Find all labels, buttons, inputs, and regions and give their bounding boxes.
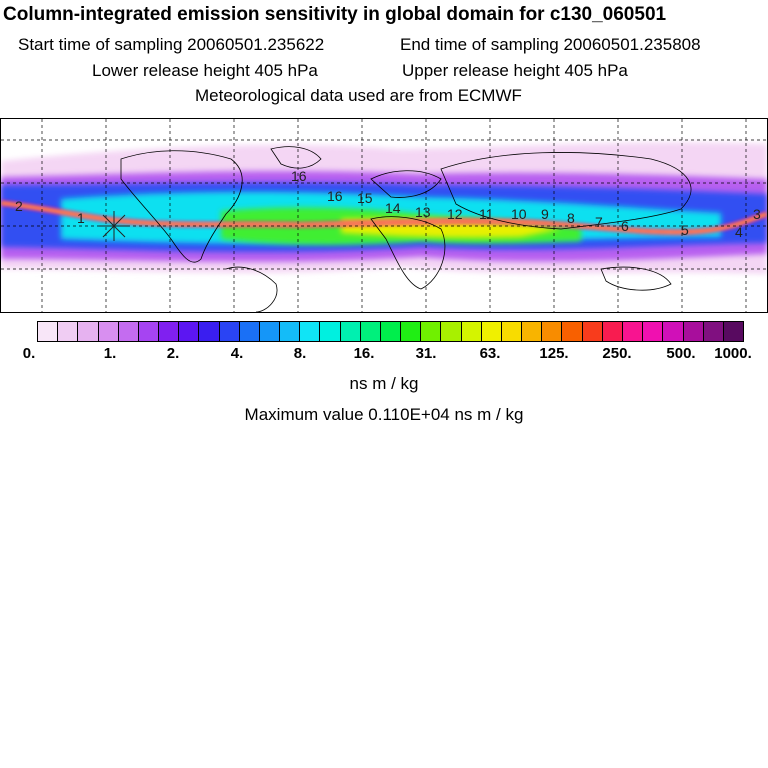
colorbar-tick-label: 31. [415,345,437,362]
track-time-label: 6 [621,218,629,234]
colorbar-segment [78,322,99,341]
track-time-label: 16 [291,168,307,184]
colorbar-segment [300,322,321,341]
colorbar-segment [421,322,442,341]
colorbar-segment [622,322,644,341]
track-time-label: 4 [735,224,743,240]
colorbar-segment [562,322,583,341]
colorbar-segment [320,322,341,341]
colorbar-tick-label: 16. [353,345,375,362]
colorbar-segment [38,322,59,341]
track-time-label: 2 [15,198,23,214]
colorbar-segment [582,322,603,341]
colorbar-ticks: 0. 1. 2. 4. 8. 16. 31. 63. 125. 250. 500. 1000. [0,345,768,367]
colorbar-segment [179,322,200,341]
colorbar-segment [118,322,139,341]
colorbar-segment [138,322,160,341]
colorbar-segment [703,322,724,341]
colorbar-segment [259,322,281,341]
colorbar-tick-label: 125. [539,345,569,362]
track-time-label: 9 [541,206,549,222]
colorbar-tick-label: 8. [293,345,307,362]
colorbar-segment [401,322,422,341]
colorbar-segment [380,322,402,341]
colorbar-segment [159,322,180,341]
colorbar [37,321,744,342]
colorbar-segment [522,322,543,341]
colorbar-units: ns m / kg [349,374,419,393]
colorbar-tick-label: 250. [602,345,632,362]
colorbar-tick-label: 63. [479,345,501,362]
sensitivity-map: 2 1 16 16 15 14 13 12 11 10 9 8 7 6 5 4 3 [0,118,768,313]
start-time-label: Start time of sampling 20060501.235622 [18,35,325,54]
colorbar-segment [441,322,462,341]
track-time-label: 16 [327,188,343,204]
colorbar-segment [663,322,684,341]
track-time-label: 8 [567,210,575,226]
colorbar-segment [723,322,744,341]
track-time-label: 13 [415,204,431,220]
colorbar-tick-label: 1000. [714,345,752,362]
end-time-label: End time of sampling 20060501.235808 [400,35,701,54]
colorbar-segment [461,322,482,341]
colorbar-segment [481,322,502,341]
track-time-label: 10 [511,206,527,222]
colorbar-tick-label: 1. [103,345,117,362]
colorbar-segment [199,322,220,341]
map-svg: 2 1 16 16 15 14 13 12 11 10 9 8 7 6 5 43 [1,119,767,312]
track-time-label: 12 [447,206,463,222]
track-labels: 2 1 16 16 15 14 13 12 11 10 9 8 7 6 5 43 [15,168,761,240]
colorbar-tick-label: 0. [22,345,36,362]
plot-title: Column-integrated emission sensitivity i… [3,4,667,25]
colorbar-segment [643,322,664,341]
release-marker [99,211,129,241]
colorbar-segment [239,322,260,341]
coastlines [120,146,692,312]
colorbar-segment [219,322,240,341]
colorbar-segment [98,322,119,341]
colorbar-segment [280,322,301,341]
track-time-label: 3 [753,206,761,222]
colorbar-tick-label: 4. [230,345,244,362]
track-time-label: 11 [479,206,494,222]
colorbar-segment [683,322,704,341]
colorbar-tick-label: 500. [666,345,696,362]
track-time-label: 14 [385,200,401,216]
lower-release-label: Lower release height 405 hPa [92,61,318,80]
colorbar-segment [501,322,523,341]
upper-release-label: Upper release height 405 hPa [402,61,628,80]
colorbar-segment [542,322,563,341]
colorbar-segment [340,322,361,341]
track-time-label: 15 [357,190,373,206]
track-time-label: 1 [77,210,85,226]
max-value-label: Maximum value 0.110E+04 ns m / kg [244,405,524,424]
colorbar-segment [602,322,623,341]
colorbar-tick-label: 2. [166,345,180,362]
track-time-label: 5 [681,222,689,238]
colorbar-segment [58,322,79,341]
colorbar-segment [360,322,381,341]
met-data-label: Meteorological data used are from ECMWF [195,86,522,105]
track-time-label: 7 [595,214,603,230]
